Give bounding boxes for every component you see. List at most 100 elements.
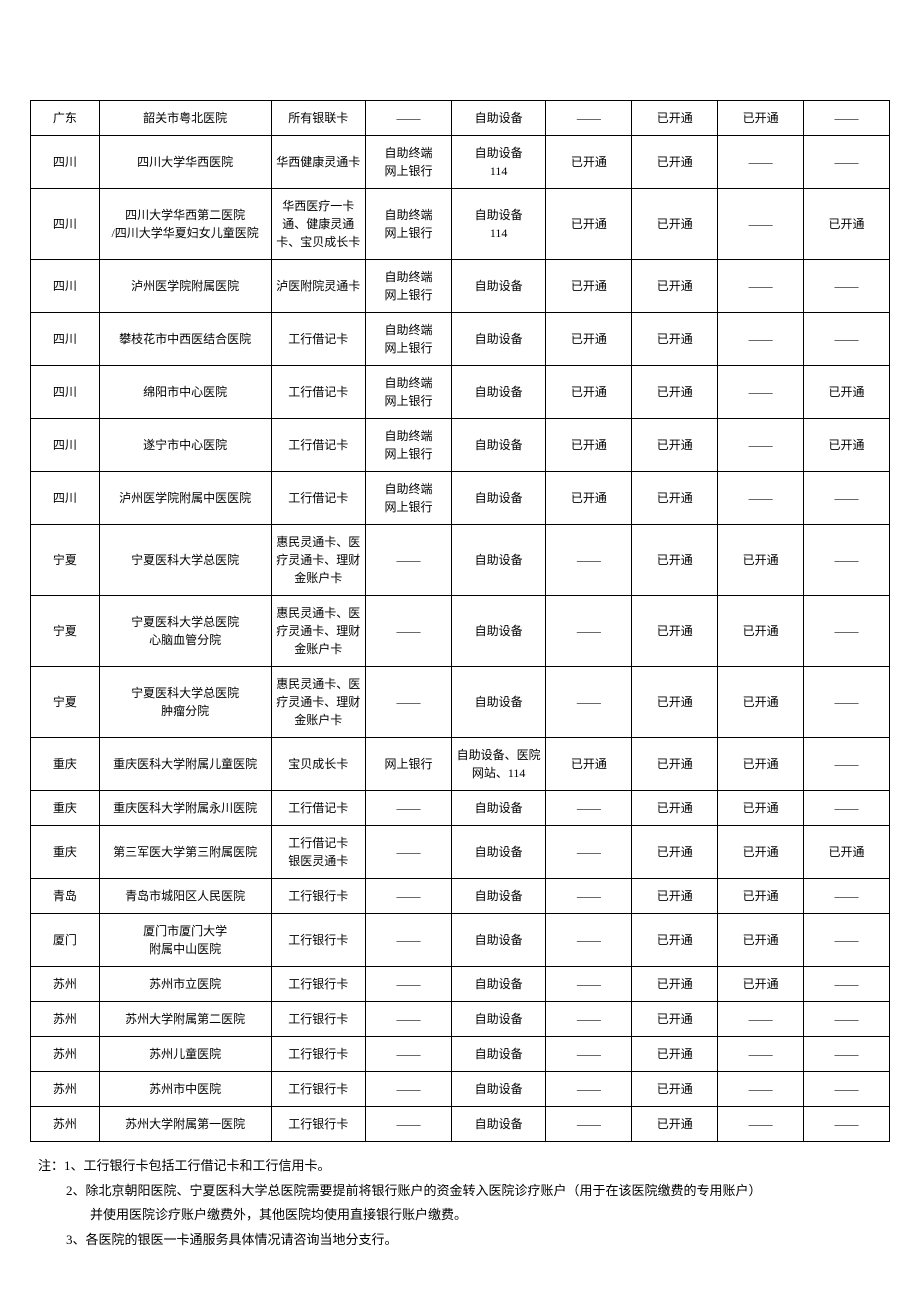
table-cell: 工行银行卡	[271, 879, 365, 914]
note-prefix: 注：	[38, 1158, 64, 1173]
table-cell: ——	[546, 914, 632, 967]
table-cell: 泸医附院灵通卡	[271, 260, 365, 313]
table-cell: 已开通	[546, 419, 632, 472]
table-cell: 工行银行卡	[271, 914, 365, 967]
table-cell: 自助设备	[451, 313, 545, 366]
table-cell: ——	[366, 791, 452, 826]
table-cell: 已开通	[804, 826, 890, 879]
table-cell: 工行借记卡	[271, 419, 365, 472]
table-cell: ——	[366, 967, 452, 1002]
table-cell: 自助设备	[451, 419, 545, 472]
table-cell: 自助终端网上银行	[366, 189, 452, 260]
table-cell: 四川	[31, 366, 100, 419]
table-cell: 已开通	[804, 189, 890, 260]
table-cell: ——	[804, 879, 890, 914]
table-cell: ——	[804, 313, 890, 366]
table-row: 四川遂宁市中心医院工行借记卡自助终端网上银行自助设备已开通已开通——已开通	[31, 419, 890, 472]
table-cell: 已开通	[546, 260, 632, 313]
note-item-1: 2、除北京朝阳医院、宁夏医科大学总医院需要提前将银行账户的资金转入医院诊疗账户（…	[66, 1183, 762, 1198]
table-row: 四川四川大学华西第二医院/四川大学华夏妇女儿童医院华西医疗一卡通、健康灵通卡、宝…	[31, 189, 890, 260]
table-cell: ——	[804, 472, 890, 525]
note-item-2: 并使用医院诊疗账户缴费外，其他医院均使用直接银行账户缴费。	[90, 1207, 467, 1222]
table-row: 四川四川大学华西医院华西健康灵通卡自助终端网上银行自助设备114已开通已开通——…	[31, 136, 890, 189]
table-cell: 自助设备	[451, 791, 545, 826]
table-cell: 四川大学华西医院	[99, 136, 271, 189]
table-cell: 已开通	[718, 879, 804, 914]
table-cell: 厦门	[31, 914, 100, 967]
table-cell: 已开通	[632, 366, 718, 419]
table-cell: 已开通	[632, 419, 718, 472]
table-row: 苏州苏州市中医院工行银行卡——自助设备——已开通————	[31, 1072, 890, 1107]
table-cell: 已开通	[546, 189, 632, 260]
note-item-3: 3、各医院的银医一卡通服务具体情况请咨询当地分支行。	[66, 1232, 398, 1247]
table-cell: 自助设备	[451, 366, 545, 419]
table-cell: 惠民灵通卡、医疗灵通卡、理财金账户卡	[271, 667, 365, 738]
table-cell: 自助设备114	[451, 136, 545, 189]
table-cell: 惠民灵通卡、医疗灵通卡、理财金账户卡	[271, 525, 365, 596]
table-cell: 自助设备、医院网站、114	[451, 738, 545, 791]
table-cell: ——	[718, 419, 804, 472]
table-cell: 已开通	[632, 1107, 718, 1142]
table-cell: 绵阳市中心医院	[99, 366, 271, 419]
table-cell: 自助设备	[451, 260, 545, 313]
table-row: 四川攀枝花市中西医结合医院工行借记卡自助终端网上银行自助设备已开通已开通————	[31, 313, 890, 366]
table-cell: 已开通	[718, 101, 804, 136]
table-cell: 已开通	[632, 260, 718, 313]
table-row: 苏州苏州市立医院工行银行卡——自助设备——已开通已开通——	[31, 967, 890, 1002]
table-cell: 四川	[31, 136, 100, 189]
table-cell: 厦门市厦门大学附属中山医院	[99, 914, 271, 967]
table-cell: 已开通	[546, 366, 632, 419]
table-cell: 已开通	[718, 525, 804, 596]
table-cell: 已开通	[718, 967, 804, 1002]
table-cell: 四川	[31, 189, 100, 260]
table-cell: 重庆医科大学附属永川医院	[99, 791, 271, 826]
table-cell: 已开通	[632, 1002, 718, 1037]
table-cell: ——	[804, 967, 890, 1002]
table-cell: 工行借记卡	[271, 313, 365, 366]
table-cell: 自助终端网上银行	[366, 313, 452, 366]
table-cell: 工行银行卡	[271, 1072, 365, 1107]
table-row: 宁夏宁夏医科大学总医院惠民灵通卡、医疗灵通卡、理财金账户卡——自助设备——已开通…	[31, 525, 890, 596]
table-cell: 已开通	[632, 101, 718, 136]
table-cell: 四川	[31, 472, 100, 525]
table-cell: 苏州市立医院	[99, 967, 271, 1002]
table-cell: 自助设备	[451, 667, 545, 738]
table-cell: 已开通	[718, 738, 804, 791]
table-cell: 自助设备	[451, 472, 545, 525]
table-cell: ——	[804, 525, 890, 596]
table-row: 四川泸州医学院附属中医医院工行借记卡自助终端网上银行自助设备已开通已开通————	[31, 472, 890, 525]
table-cell: 宁夏	[31, 596, 100, 667]
table-cell: ——	[366, 101, 452, 136]
table-cell: 自助终端网上银行	[366, 419, 452, 472]
table-cell: ——	[804, 914, 890, 967]
table-cell: 苏州大学附属第二医院	[99, 1002, 271, 1037]
table-cell: ——	[718, 313, 804, 366]
table-cell: 自助设备	[451, 826, 545, 879]
table-cell: 已开通	[546, 313, 632, 366]
table-cell: ——	[718, 366, 804, 419]
table-cell: ——	[804, 791, 890, 826]
table-cell: 宝贝成长卡	[271, 738, 365, 791]
table-row: 广东韶关市粤北医院所有银联卡——自助设备——已开通已开通——	[31, 101, 890, 136]
table-cell: 工行银行卡	[271, 1107, 365, 1142]
table-cell: 苏州	[31, 1037, 100, 1072]
table-cell: 第三军医大学第三附属医院	[99, 826, 271, 879]
table-cell: ——	[366, 1037, 452, 1072]
table-row: 重庆重庆医科大学附属永川医院工行借记卡——自助设备——已开通已开通——	[31, 791, 890, 826]
table-cell: 四川	[31, 419, 100, 472]
table-row: 四川绵阳市中心医院工行借记卡自助终端网上银行自助设备已开通已开通——已开通	[31, 366, 890, 419]
table-cell: 惠民灵通卡、医疗灵通卡、理财金账户卡	[271, 596, 365, 667]
table-cell: 自助设备114	[451, 189, 545, 260]
table-cell: 自助终端网上银行	[366, 366, 452, 419]
table-cell: ——	[366, 1002, 452, 1037]
table-cell: 已开通	[718, 667, 804, 738]
hospital-services-table: 广东韶关市粤北医院所有银联卡——自助设备——已开通已开通——四川四川大学华西医院…	[30, 100, 890, 1142]
table-cell: 自助终端网上银行	[366, 472, 452, 525]
table-row: 苏州苏州儿童医院工行银行卡——自助设备——已开通————	[31, 1037, 890, 1072]
table-cell: 已开通	[546, 472, 632, 525]
table-cell: 宁夏医科大学总医院	[99, 525, 271, 596]
note-item-0: 1、工行银行卡包括工行借记卡和工行信用卡。	[64, 1158, 331, 1173]
table-cell: 四川大学华西第二医院/四川大学华夏妇女儿童医院	[99, 189, 271, 260]
table-cell: ——	[546, 596, 632, 667]
table-cell: 已开通	[632, 596, 718, 667]
